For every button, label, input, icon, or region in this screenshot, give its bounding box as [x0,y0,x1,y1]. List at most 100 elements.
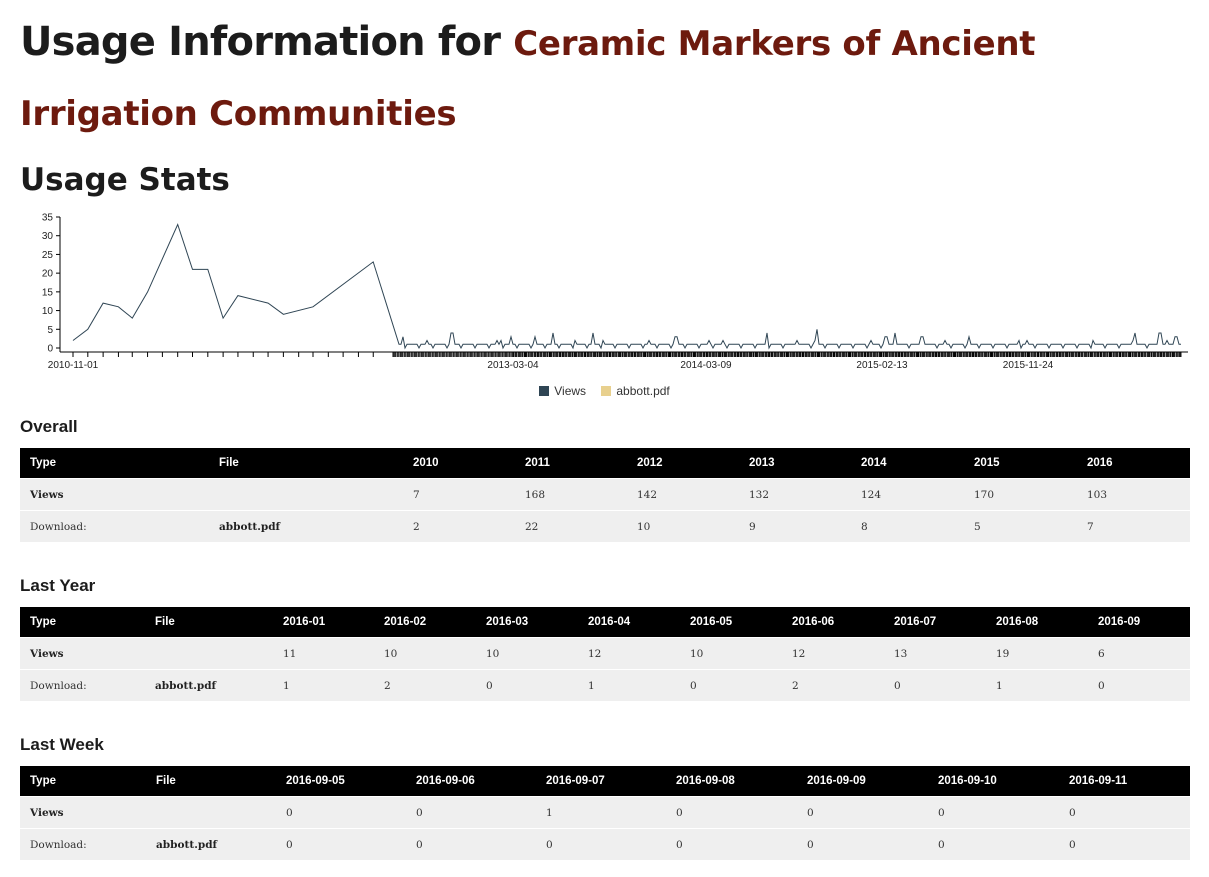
column-header: 2016-04 [578,607,680,638]
count-cell: 2 [403,510,515,542]
file-cell[interactable]: abbott.pdf [145,669,273,701]
count-cell: 12 [782,637,884,670]
table-row: Download: abbott.pdf 0 0 0 0 0 0 0 [20,828,1190,860]
count-cell: 12 [578,637,680,670]
column-header: 2016-09-09 [797,766,928,797]
column-header: 2016-09-08 [666,766,797,797]
y-tick-label: 10 [42,306,54,317]
count-cell: 0 [884,669,986,701]
column-header: 2011 [515,448,627,479]
last-year-table: Type File 2016-01 2016-02 2016-03 2016-04 2016… [20,607,1190,701]
count-cell: 22 [515,510,627,542]
table-row: Views 0 0 1 0 0 0 0 [20,796,1190,829]
table-row: Download: abbott.pdf 2 22 10 9 8 5 7 [20,510,1190,542]
last-year-heading: Last Year [20,576,96,595]
column-header: 2016-05 [680,607,782,638]
legend-abbott-label: abbott.pdf [616,384,670,398]
legend-abbott-swatch [601,386,612,396]
last-week-heading: Last Week [20,735,104,754]
count-cell: 5 [964,510,1077,542]
y-tick-label: 20 [42,269,54,280]
count-cell: 1 [986,669,1088,701]
count-cell: 0 [797,828,928,860]
y-tick-label: 15 [42,287,54,298]
count-cell: 168 [515,478,627,511]
column-header: Type [20,766,146,797]
column-header: Type [20,607,145,638]
column-header: 2016-02 [374,607,476,638]
title-prefix: Usage Information for [20,19,501,65]
column-header: Type [20,448,209,479]
count-cell: 1 [578,669,680,701]
column-header: 2016-01 [273,607,374,638]
count-cell: 0 [797,796,928,829]
count-cell: 0 [680,669,782,701]
x-tick-label: 2015-11-24 [1003,360,1054,371]
column-header: 2016-09-07 [536,766,666,797]
row-type-cell: Views [20,478,209,511]
views-series-line [72,223,1181,350]
count-cell: 0 [1088,669,1190,701]
count-cell: 103 [1077,478,1190,511]
count-cell: 0 [406,828,536,860]
legend-views-label: Views [554,384,587,398]
x-tick-label: 2013-03-04 [487,360,539,371]
file-cell [146,796,276,829]
count-cell: 132 [739,478,851,511]
column-header: 2014 [851,448,964,479]
count-cell: 0 [666,828,797,860]
count-cell: 0 [276,828,406,860]
y-tick-label: 35 [42,213,54,224]
table-header-row: Type File 2016-09-05 2016-09-06 2016-09-07 20… [20,766,1190,797]
item-title-link[interactable]: Ceramic Markers of Ancient Irrigation Co… [20,24,1036,134]
y-tick-label: 5 [47,325,53,336]
count-cell: 10 [627,510,739,542]
count-cell: 13 [884,637,986,670]
usage-stats-heading: Usage Stats [20,162,230,198]
column-header: File [209,448,403,479]
column-header: 2016-06 [782,607,884,638]
column-header: 2016 [1077,448,1190,479]
x-tick-label: 2015-02-13 [856,360,908,371]
file-cell [209,478,403,511]
count-cell: 0 [406,796,536,829]
count-cell: 8 [851,510,964,542]
count-cell: 19 [986,637,1088,670]
column-header: 2016-03 [476,607,578,638]
file-cell [145,637,273,670]
legend-views-swatch [539,386,550,396]
count-cell: 2 [374,669,476,701]
column-header: 2016-09-10 [928,766,1059,797]
count-cell: 10 [476,637,578,670]
legend-abbott-pdf[interactable]: abbott.pdf [601,384,670,398]
chart-legend: Views abbott.pdf [0,384,1209,398]
x-tick-label: 2010-11-01 [48,360,99,371]
count-cell: 6 [1088,637,1190,670]
count-cell: 1 [273,669,374,701]
column-header: 2016-09-11 [1059,766,1190,797]
table-row: Download: abbott.pdf 1 2 0 1 0 2 0 1 0 [20,669,1190,701]
column-header: 2016-08 [986,607,1088,638]
column-header: 2015 [964,448,1077,479]
count-cell: 0 [1059,796,1190,829]
table-row: Views 7 168 142 132 124 170 103 [20,478,1190,511]
file-cell[interactable]: abbott.pdf [209,510,403,542]
file-cell[interactable]: abbott.pdf [146,828,276,860]
y-tick-label: 0 [47,344,53,355]
row-type-cell: Download: [20,669,145,701]
count-cell: 2 [782,669,884,701]
count-cell: 11 [273,637,374,670]
count-cell: 0 [536,828,666,860]
column-header: 2016-09-05 [276,766,406,797]
column-header: 2016-09 [1088,607,1190,638]
count-cell: 9 [739,510,851,542]
row-type-cell: Download: [20,828,146,860]
table-header-row: Type File 2016-01 2016-02 2016-03 2016-04 2016… [20,607,1190,638]
column-header: File [146,766,276,797]
page-title: Usage Information for Ceramic Markers of… [20,8,1190,148]
row-type-cell: Download: [20,510,209,542]
count-cell: 0 [666,796,797,829]
column-header: 2016-09-06 [406,766,536,797]
column-header: 2013 [739,448,851,479]
legend-views[interactable]: Views [539,384,586,398]
